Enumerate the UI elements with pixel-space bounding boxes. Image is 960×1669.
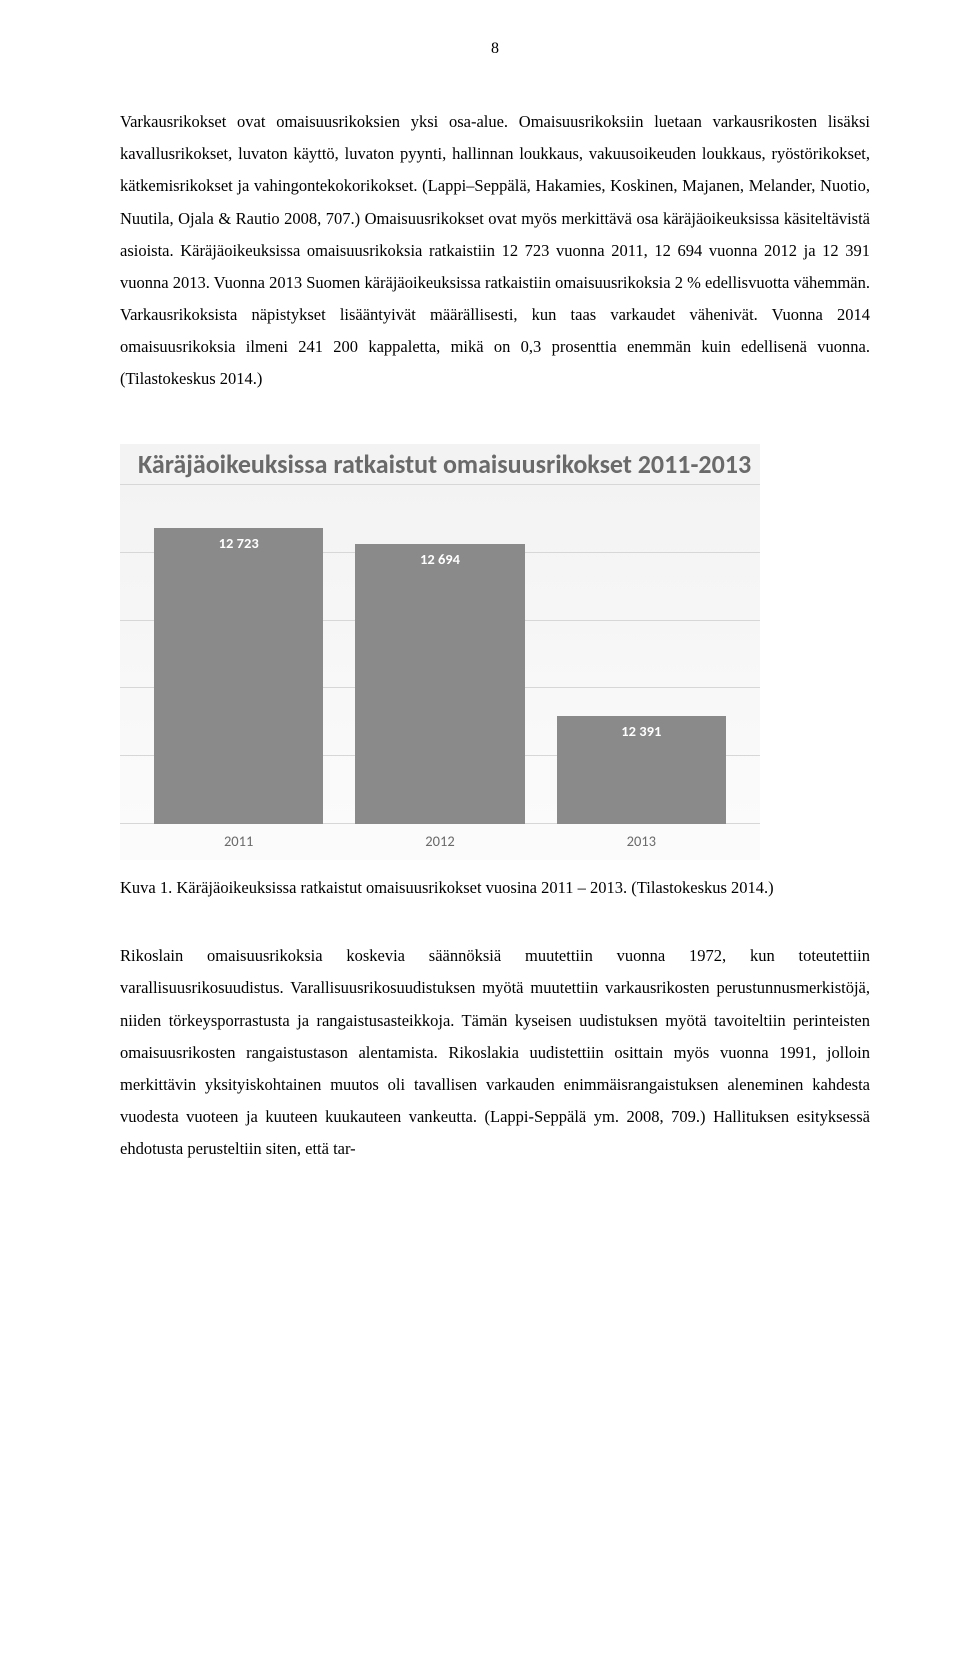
chart-plot-area: 12 723 12 694 12 391 bbox=[120, 484, 760, 824]
chart-bar-rect: 12 391 bbox=[557, 716, 726, 824]
chart-bars: 12 723 12 694 12 391 bbox=[120, 484, 760, 824]
chart-bar-value-label: 12 694 bbox=[355, 550, 524, 568]
chart-x-axis: 2011 2012 2013 bbox=[120, 824, 760, 860]
page-number: 8 bbox=[120, 40, 870, 58]
chart-caption: Kuva 1. Käräjäoikeuksissa ratkaistut oma… bbox=[120, 872, 870, 904]
chart-x-label: 2011 bbox=[154, 832, 323, 850]
chart-bar-value-label: 12 391 bbox=[557, 722, 726, 740]
body-paragraph-block-2: Rikoslain omaisuusrikoksia koskevia sään… bbox=[120, 940, 870, 1165]
chart-x-label: 2012 bbox=[355, 832, 524, 850]
paragraph-1: Varkausrikokset ovat omaisuusrikoksien y… bbox=[120, 106, 870, 396]
chart-bar: 12 723 bbox=[154, 484, 323, 824]
paragraph-2: Rikoslain omaisuusrikoksia koskevia sään… bbox=[120, 940, 870, 1165]
chart-bar-value-label: 12 723 bbox=[154, 534, 323, 552]
chart-x-label: 2013 bbox=[557, 832, 726, 850]
chart-bar: 12 391 bbox=[557, 484, 726, 824]
bar-chart: Käräjäoikeuksissa ratkaistut omaisuusrik… bbox=[120, 444, 760, 861]
body-paragraph-block-1: Varkausrikokset ovat omaisuusrikoksien y… bbox=[120, 106, 870, 396]
chart-bar-rect: 12 723 bbox=[154, 528, 323, 824]
chart-bar-rect: 12 694 bbox=[355, 544, 524, 824]
chart-bar: 12 694 bbox=[355, 484, 524, 824]
chart-title: Käräjäoikeuksissa ratkaistut omaisuusrik… bbox=[120, 444, 760, 485]
